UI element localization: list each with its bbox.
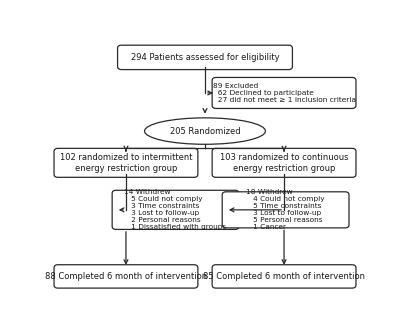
Text: 18 Withdrew
   4 Could not comply
   5 Time constraints
   3 Lost to follow-up
 : 18 Withdrew 4 Could not comply 5 Time co…	[246, 189, 325, 230]
FancyBboxPatch shape	[54, 148, 198, 177]
Text: 294 Patients assessed for eligibility: 294 Patients assessed for eligibility	[131, 53, 279, 62]
Text: 102 randomized to intermittent
energy restriction group: 102 randomized to intermittent energy re…	[60, 153, 192, 173]
Text: 88 Completed 6 month of intervention: 88 Completed 6 month of intervention	[45, 272, 207, 281]
FancyBboxPatch shape	[118, 45, 292, 70]
FancyBboxPatch shape	[212, 78, 356, 109]
Text: 14 Withdrew
   5 Could not comply
   3 Time constraints
   3 Lost to follow-up
 : 14 Withdrew 5 Could not comply 3 Time co…	[124, 189, 227, 230]
FancyBboxPatch shape	[222, 192, 349, 228]
Text: 103 randomized to continuous
energy restriction group: 103 randomized to continuous energy rest…	[220, 153, 348, 173]
Text: 85 Completed 6 month of intervention: 85 Completed 6 month of intervention	[203, 272, 365, 281]
FancyBboxPatch shape	[212, 148, 356, 177]
FancyBboxPatch shape	[112, 190, 239, 229]
FancyBboxPatch shape	[212, 265, 356, 288]
Ellipse shape	[144, 118, 266, 144]
Text: 89 Excluded
  62 Declined to participate
  27 did not meet ≥ 1 inclusion criteri: 89 Excluded 62 Declined to participate 2…	[212, 83, 356, 103]
FancyBboxPatch shape	[54, 265, 198, 288]
Text: 205 Randomized: 205 Randomized	[170, 127, 240, 136]
